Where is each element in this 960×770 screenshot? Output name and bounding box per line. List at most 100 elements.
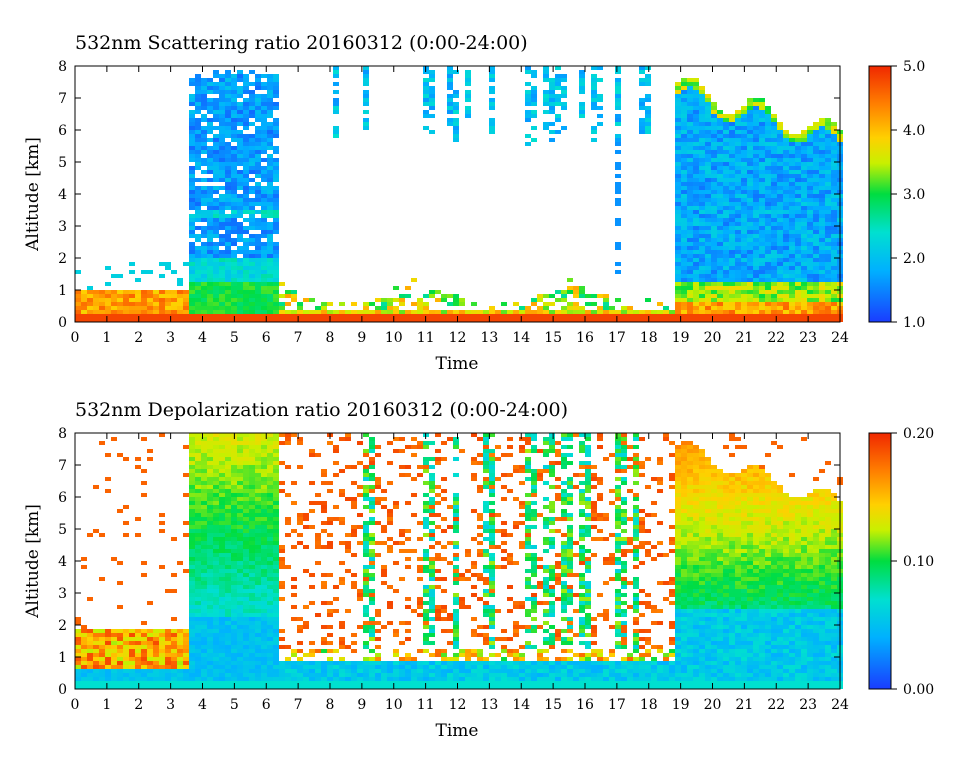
heatmap-cell: [783, 238, 789, 242]
heatmap-cell: [741, 206, 747, 210]
heatmap-cell: [645, 106, 651, 110]
heatmap-cell: [633, 318, 639, 322]
heatmap-cell: [645, 94, 651, 98]
heatmap-cell: [219, 82, 225, 86]
heatmap-cell: [255, 102, 261, 106]
heatmap-cell: [117, 453, 123, 457]
heatmap-cell: [687, 210, 693, 214]
heatmap-cell: [255, 517, 261, 521]
heatmap-cell: [249, 110, 255, 114]
heatmap-cell: [699, 230, 705, 234]
heatmap-cell: [393, 669, 399, 673]
heatmap-cell: [243, 453, 249, 457]
heatmap-cell: [777, 242, 783, 246]
heatmap-cell: [543, 126, 549, 130]
heatmap-cell: [489, 86, 495, 90]
heatmap-cell: [777, 222, 783, 226]
heatmap-cell: [237, 134, 243, 138]
heatmap-cell: [237, 150, 243, 154]
heatmap-cell: [207, 170, 213, 174]
heatmap-cell: [795, 282, 801, 286]
heatmap-cell: [759, 178, 765, 182]
heatmap-cell: [189, 521, 195, 525]
heatmap-cell: [579, 286, 585, 290]
heatmap-cell: [219, 677, 225, 681]
heatmap-cell: [273, 286, 279, 290]
heatmap-cell: [267, 513, 273, 517]
heatmap-cell: [237, 270, 243, 274]
heatmap-cell: [297, 314, 303, 318]
heatmap-cell: [219, 653, 225, 657]
heatmap-cell: [333, 677, 339, 681]
heatmap-cell: [237, 214, 243, 218]
heatmap-cell: [771, 226, 777, 230]
heatmap-cell: [465, 98, 471, 102]
heatmap-cell: [453, 310, 459, 314]
heatmap-cell: [339, 681, 345, 685]
heatmap-cell: [315, 314, 321, 318]
heatmap-cell: [201, 242, 207, 246]
heatmap-cell: [453, 122, 459, 126]
heatmap-cell: [165, 645, 171, 649]
heatmap-cell: [273, 549, 279, 553]
heatmap-cell: [825, 258, 831, 262]
heatmap-cell: [117, 641, 123, 645]
heatmap-cell: [351, 302, 357, 306]
heatmap-cell: [711, 114, 717, 118]
heatmap-cell: [675, 154, 681, 158]
heatmap-cell: [801, 302, 807, 306]
heatmap-cell: [219, 669, 225, 673]
heatmap-cell: [681, 238, 687, 242]
heatmap-cell: [405, 597, 411, 601]
heatmap-cell: [339, 541, 345, 545]
heatmap-cell: [729, 310, 735, 314]
heatmap-cell: [645, 74, 651, 78]
heatmap-cell: [723, 194, 729, 198]
heatmap-cell: [261, 613, 267, 617]
heatmap-cell: [195, 238, 201, 242]
heatmap-cell: [207, 162, 213, 166]
heatmap-cell: [75, 270, 81, 274]
heatmap-cell: [303, 513, 309, 517]
heatmap-cell: [111, 645, 117, 649]
heatmap-cell: [711, 206, 717, 210]
heatmap-cell: [795, 302, 801, 306]
heatmap-cell: [153, 314, 159, 318]
heatmap-cell: [783, 286, 789, 290]
heatmap-cell: [591, 126, 597, 130]
heatmap-cell: [447, 86, 453, 90]
heatmap-cell: [219, 533, 225, 537]
heatmap-cell: [249, 218, 255, 222]
heatmap-cell: [819, 286, 825, 290]
heatmap-cell: [225, 106, 231, 110]
heatmap-cell: [729, 158, 735, 162]
heatmap-cell: [183, 302, 189, 306]
heatmap-cell: [273, 505, 279, 509]
heatmap-cell: [615, 150, 621, 154]
heatmap-cell: [261, 74, 267, 78]
heatmap-cell: [447, 122, 453, 126]
heatmap-cell: [831, 178, 837, 182]
heatmap-cell: [213, 637, 219, 641]
heatmap-cell: [267, 310, 273, 314]
heatmap-cell: [189, 270, 195, 274]
heatmap-cell: [753, 142, 759, 146]
heatmap-cell: [189, 625, 195, 629]
heatmap-cell: [747, 314, 753, 318]
heatmap-cell: [675, 258, 681, 262]
heatmap-cell: [255, 114, 261, 118]
heatmap-cell: [267, 182, 273, 186]
heatmap-cell: [243, 581, 249, 585]
heatmap-cell: [363, 497, 369, 501]
heatmap-cell: [339, 318, 345, 322]
heatmap-cell: [93, 306, 99, 310]
heatmap-cell: [339, 581, 345, 585]
heatmap-cell: [681, 142, 687, 146]
heatmap-cell: [441, 310, 447, 314]
heatmap-cell: [195, 653, 201, 657]
heatmap-cell: [729, 278, 735, 282]
heatmap-cell: [171, 677, 177, 681]
heatmap-cell: [237, 158, 243, 162]
heatmap-cell: [525, 142, 531, 146]
heatmap-cell: [777, 310, 783, 314]
